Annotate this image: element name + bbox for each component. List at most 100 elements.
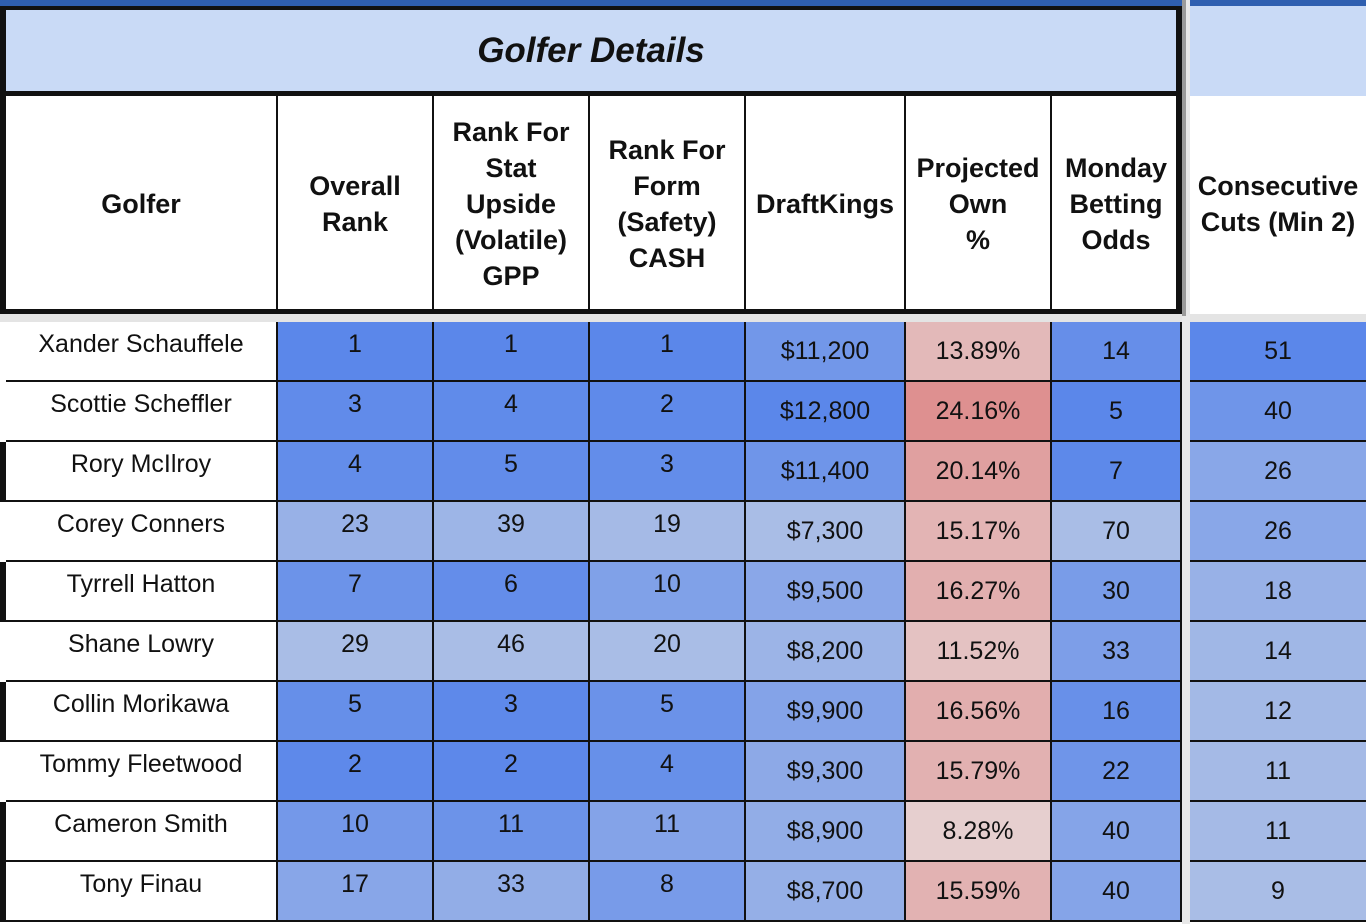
consecutive-cuts-cell[interactable]: 51 — [1190, 322, 1366, 382]
row-left-border — [0, 682, 6, 742]
draftkings-salary-cell[interactable]: $11,200 — [746, 322, 906, 382]
overall-rank-cell[interactable]: 2 — [278, 742, 434, 802]
projected-own-cell[interactable]: 16.27% — [906, 562, 1052, 622]
upside-rank-cell[interactable]: 1 — [434, 322, 590, 382]
projected-own-cell[interactable]: 15.79% — [906, 742, 1052, 802]
row-left-border — [0, 862, 6, 922]
upside-rank-cell[interactable]: 39 — [434, 502, 590, 562]
title-band-extension — [1190, 6, 1366, 96]
draftkings-salary-cell[interactable]: $8,900 — [746, 802, 906, 862]
form-rank-cell[interactable]: 3 — [590, 442, 746, 502]
overall-rank-cell[interactable]: 10 — [278, 802, 434, 862]
betting-odds-cell[interactable]: 40 — [1052, 862, 1182, 922]
consecutive-cuts-cell[interactable]: 40 — [1190, 382, 1366, 442]
header-draftkings[interactable]: DraftKings — [746, 96, 906, 312]
form-rank-cell[interactable]: 5 — [590, 682, 746, 742]
projected-own-cell[interactable]: 16.56% — [906, 682, 1052, 742]
overall-rank-cell[interactable]: 29 — [278, 622, 434, 682]
projected-own-cell[interactable]: 15.17% — [906, 502, 1052, 562]
overall-rank-cell[interactable]: 23 — [278, 502, 434, 562]
header-betting-odds[interactable]: Monday Betting Odds — [1052, 96, 1182, 312]
overall-rank-cell[interactable]: 7 — [278, 562, 434, 622]
golfer-name[interactable]: Tony Finau — [6, 862, 278, 922]
consecutive-cuts-cell[interactable]: 12 — [1190, 682, 1366, 742]
golfer-name[interactable]: Tyrrell Hatton — [6, 562, 278, 622]
consecutive-cuts-cell[interactable]: 26 — [1190, 442, 1366, 502]
table-row: Tony Finau 17 33 8 $8,700 15.59% 40 9 — [0, 862, 1366, 922]
draftkings-salary-cell[interactable]: $12,800 — [746, 382, 906, 442]
section-title-band: Golfer Details — [0, 6, 1182, 96]
projected-own-cell[interactable]: 15.59% — [906, 862, 1052, 922]
upside-rank-cell[interactable]: 11 — [434, 802, 590, 862]
draftkings-salary-cell[interactable]: $9,900 — [746, 682, 906, 742]
table-row: Cameron Smith 10 11 11 $8,900 8.28% 40 11 — [0, 802, 1366, 862]
section-title[interactable]: Golfer Details — [477, 30, 705, 70]
upside-rank-cell[interactable]: 4 — [434, 382, 590, 442]
consecutive-cuts-cell[interactable]: 14 — [1190, 622, 1366, 682]
projected-own-cell[interactable]: 11.52% — [906, 622, 1052, 682]
upside-rank-cell[interactable]: 6 — [434, 562, 590, 622]
form-rank-cell[interactable]: 10 — [590, 562, 746, 622]
consecutive-cuts-cell[interactable]: 11 — [1190, 742, 1366, 802]
betting-odds-cell[interactable]: 16 — [1052, 682, 1182, 742]
overall-rank-cell[interactable]: 17 — [278, 862, 434, 922]
upside-rank-cell[interactable]: 2 — [434, 742, 590, 802]
golfer-name[interactable]: Shane Lowry — [6, 622, 278, 682]
form-rank-cell[interactable]: 8 — [590, 862, 746, 922]
header-form-rank[interactable]: Rank For Form (Safety) CASH — [590, 96, 746, 312]
draftkings-salary-cell[interactable]: $8,200 — [746, 622, 906, 682]
upside-rank-cell[interactable]: 5 — [434, 442, 590, 502]
table-row: Collin Morikawa 5 3 5 $9,900 16.56% 16 12 — [0, 682, 1366, 742]
draftkings-salary-cell[interactable]: $9,500 — [746, 562, 906, 622]
draftkings-salary-cell[interactable]: $8,700 — [746, 862, 906, 922]
projected-own-cell[interactable]: 13.89% — [906, 322, 1052, 382]
header-golfer[interactable]: Golfer — [6, 96, 278, 312]
upside-rank-cell[interactable]: 3 — [434, 682, 590, 742]
form-rank-cell[interactable]: 20 — [590, 622, 746, 682]
betting-odds-cell[interactable]: 22 — [1052, 742, 1182, 802]
row-left-border — [0, 562, 6, 622]
betting-odds-cell[interactable]: 70 — [1052, 502, 1182, 562]
consecutive-cuts-cell[interactable]: 11 — [1190, 802, 1366, 862]
betting-odds-cell[interactable]: 33 — [1052, 622, 1182, 682]
form-rank-cell[interactable]: 4 — [590, 742, 746, 802]
header-upside-rank[interactable]: Rank For Stat Upside (Volatile) GPP — [434, 96, 590, 312]
overall-rank-cell[interactable]: 4 — [278, 442, 434, 502]
betting-odds-cell[interactable]: 7 — [1052, 442, 1182, 502]
frozen-divider-handle[interactable] — [1182, 0, 1186, 316]
consecutive-cuts-cell[interactable]: 26 — [1190, 502, 1366, 562]
header-body-divider — [0, 314, 1366, 322]
golfer-name[interactable]: Xander Schauffele — [6, 322, 278, 382]
header-overall-rank[interactable]: Overall Rank — [278, 96, 434, 312]
upside-rank-cell[interactable]: 46 — [434, 622, 590, 682]
betting-odds-cell[interactable]: 14 — [1052, 322, 1182, 382]
golfer-name[interactable]: Rory McIlroy — [6, 442, 278, 502]
betting-odds-cell[interactable]: 40 — [1052, 802, 1182, 862]
consecutive-cuts-cell[interactable]: 9 — [1190, 862, 1366, 922]
overall-rank-cell[interactable]: 3 — [278, 382, 434, 442]
form-rank-cell[interactable]: 11 — [590, 802, 746, 862]
projected-own-cell[interactable]: 20.14% — [906, 442, 1052, 502]
golfer-name[interactable]: Collin Morikawa — [6, 682, 278, 742]
frozen-column-divider[interactable] — [1182, 0, 1190, 924]
golfer-name[interactable]: Corey Conners — [6, 502, 278, 562]
overall-rank-cell[interactable]: 5 — [278, 682, 434, 742]
projected-own-cell[interactable]: 8.28% — [906, 802, 1052, 862]
form-rank-cell[interactable]: 1 — [590, 322, 746, 382]
header-consecutive-cuts[interactable]: Consecutive Cuts (Min 2) — [1190, 96, 1366, 312]
overall-rank-cell[interactable]: 1 — [278, 322, 434, 382]
golfer-name[interactable]: Tommy Fleetwood — [6, 742, 278, 802]
projected-own-cell[interactable]: 24.16% — [906, 382, 1052, 442]
golfer-name[interactable]: Cameron Smith — [6, 802, 278, 862]
betting-odds-cell[interactable]: 5 — [1052, 382, 1182, 442]
betting-odds-cell[interactable]: 30 — [1052, 562, 1182, 622]
upside-rank-cell[interactable]: 33 — [434, 862, 590, 922]
draftkings-salary-cell[interactable]: $7,300 — [746, 502, 906, 562]
header-projected-own[interactable]: Projected Own % — [906, 96, 1052, 312]
golfer-name[interactable]: Scottie Scheffler — [6, 382, 278, 442]
form-rank-cell[interactable]: 2 — [590, 382, 746, 442]
draftkings-salary-cell[interactable]: $9,300 — [746, 742, 906, 802]
draftkings-salary-cell[interactable]: $11,400 — [746, 442, 906, 502]
consecutive-cuts-cell[interactable]: 18 — [1190, 562, 1366, 622]
form-rank-cell[interactable]: 19 — [590, 502, 746, 562]
